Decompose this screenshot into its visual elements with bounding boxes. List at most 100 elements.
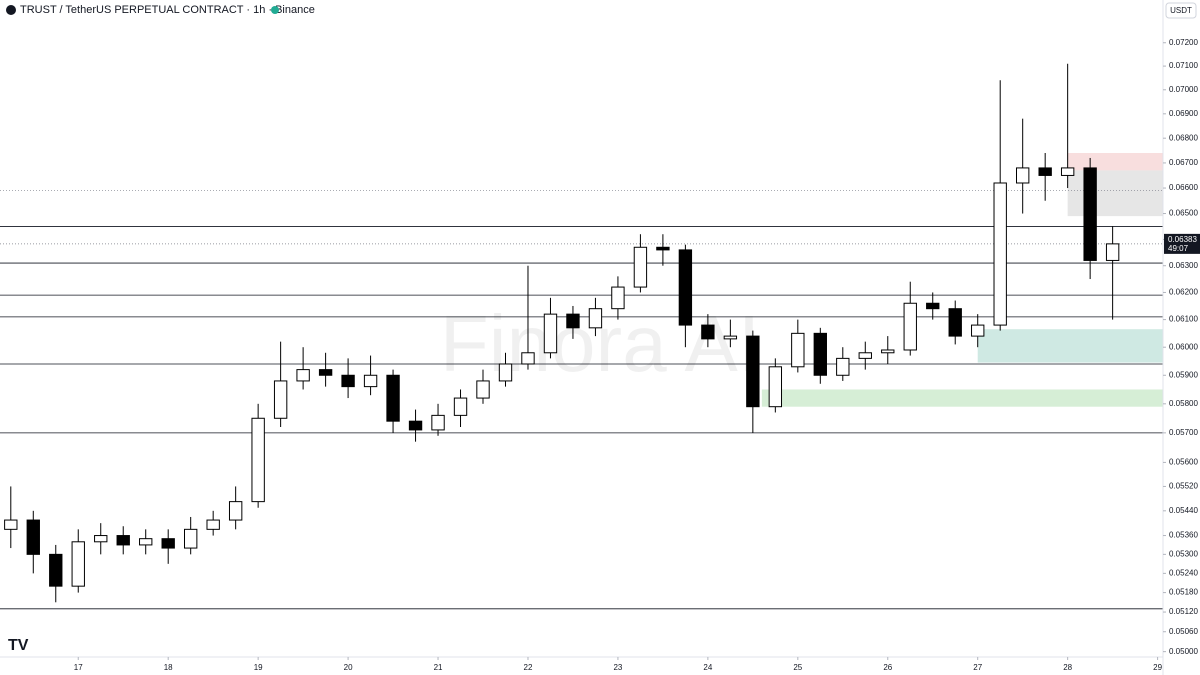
y-tick-label: 0.05000: [1169, 647, 1198, 656]
candle-body: [611, 286, 625, 310]
candle-body: [903, 302, 917, 351]
zone: [761, 389, 1163, 407]
x-tick-label: 29: [1153, 663, 1162, 672]
candle-body: [318, 369, 333, 376]
x-tick-label: 21: [434, 663, 443, 672]
candle-body: [139, 538, 153, 546]
y-tick-label: 0.06900: [1169, 109, 1198, 118]
candle-body: [386, 374, 400, 422]
last-price-box: [1164, 233, 1200, 254]
candle-body: [26, 519, 40, 555]
candle-body: [71, 541, 85, 587]
y-tick-label: 0.06200: [1169, 288, 1198, 297]
y-tick-label: 0.05360: [1169, 531, 1198, 540]
candle-body: [881, 349, 895, 354]
candle-body: [363, 374, 378, 388]
candle-body: [453, 397, 468, 416]
candle-body: [341, 374, 355, 388]
candle-body: [94, 535, 108, 543]
candle-body: [251, 417, 265, 503]
x-tick-label: 17: [74, 663, 83, 672]
candle-body: [633, 246, 648, 288]
candle-body: [431, 414, 445, 431]
y-tick-label: 0.06100: [1169, 315, 1198, 324]
y-tick-label: 0.06600: [1169, 183, 1198, 192]
y-tick-label: 0.05600: [1169, 458, 1198, 467]
candle-body: [678, 249, 693, 326]
y-tick-label: 0.07100: [1169, 61, 1198, 70]
status-dot: [271, 6, 279, 14]
candle-body: [1038, 167, 1052, 176]
candle-body: [993, 182, 1007, 326]
candle-body: [228, 501, 243, 521]
candle-body: [926, 302, 940, 310]
candle-body: [768, 366, 783, 408]
x-tick-label: 25: [793, 663, 802, 672]
chart-title: TRUST / TetherUS PERPETUAL CONTRACT · 1h…: [20, 4, 315, 16]
logo: TV: [8, 637, 29, 654]
zone: [977, 329, 1163, 363]
candle-body: [1060, 167, 1075, 176]
candle-body: [948, 308, 962, 337]
y-tick-label: 0.05120: [1169, 607, 1198, 616]
x-tick-label: 28: [1063, 663, 1072, 672]
y-tick-label: 0.06500: [1169, 209, 1198, 218]
candle-body: [723, 335, 738, 340]
x-tick-label: 24: [703, 663, 712, 672]
candle-body: [408, 420, 423, 431]
candle-body: [116, 535, 130, 546]
candle-body: [836, 357, 850, 376]
candle-body: [296, 369, 310, 382]
last-price-label: 0.06383: [1168, 235, 1197, 244]
y-tick-label: 0.05800: [1169, 399, 1198, 408]
candle-body: [1016, 167, 1030, 184]
y-tick-label: 0.05300: [1169, 549, 1198, 558]
y-tick-label: 0.07200: [1169, 38, 1198, 47]
y-tick-label: 0.06300: [1169, 261, 1198, 270]
candle-body: [791, 332, 805, 368]
candle-body: [543, 313, 558, 354]
y-tick-label: 0.05520: [1169, 482, 1198, 491]
zone: [1067, 152, 1163, 171]
y-tick-label: 0.05060: [1169, 627, 1198, 636]
candle-body: [476, 380, 490, 399]
y-tick-label: 0.06800: [1169, 133, 1198, 142]
y-tick-label: 0.05180: [1169, 588, 1198, 597]
candle-body: [521, 352, 535, 365]
candle-body: [206, 519, 220, 530]
candle-body: [588, 308, 603, 329]
symbol-icon: [6, 5, 16, 15]
candle-body: [184, 528, 198, 549]
candle-body: [971, 324, 985, 337]
x-tick-label: 20: [344, 663, 353, 672]
candle-body: [813, 332, 827, 376]
candle-body: [161, 538, 175, 549]
candle-body: [1105, 243, 1120, 261]
candle-body: [4, 519, 18, 530]
countdown-label: 49:07: [1168, 244, 1189, 253]
currency-label[interactable]: USDT: [1170, 6, 1192, 15]
x-tick-label: 22: [524, 663, 533, 672]
candle-body: [498, 363, 513, 382]
candle-body: [858, 352, 872, 359]
candle-body: [746, 335, 760, 408]
candle-body: [273, 380, 288, 419]
x-tick-label: 19: [254, 663, 263, 672]
x-tick-label: 18: [164, 663, 173, 672]
y-tick-label: 0.07000: [1169, 85, 1198, 94]
y-tick-label: 0.06700: [1169, 158, 1198, 167]
candle-body: [701, 324, 715, 340]
y-tick-label: 0.05700: [1169, 428, 1198, 437]
y-tick-label: 0.05900: [1169, 370, 1198, 379]
candle-body: [656, 246, 670, 251]
y-tick-label: 0.05240: [1169, 568, 1198, 577]
candle-body: [1083, 167, 1097, 261]
candle-body: [566, 313, 580, 329]
y-tick-label: 0.06000: [1169, 342, 1198, 351]
plot-area: [0, 63, 1163, 610]
y-tick-label: 0.05440: [1169, 506, 1198, 515]
x-tick-label: 26: [883, 663, 892, 672]
candle-body: [49, 553, 63, 587]
currency-button[interactable]: [1165, 2, 1197, 19]
